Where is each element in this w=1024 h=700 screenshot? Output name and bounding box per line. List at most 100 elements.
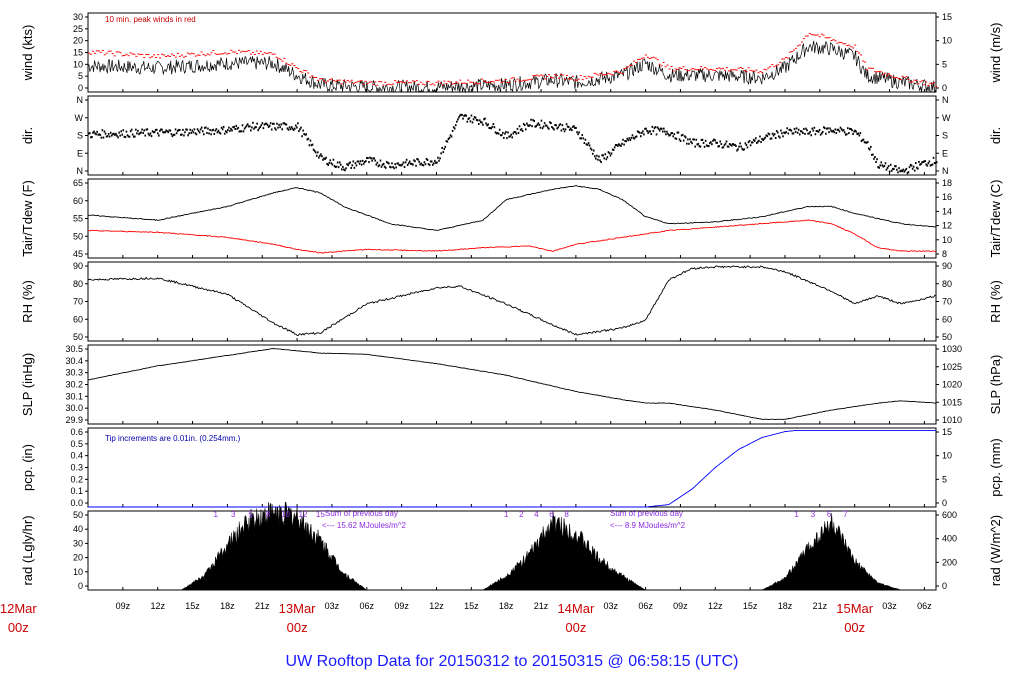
direction-point <box>205 126 207 129</box>
wind-peak-mark <box>163 54 166 56</box>
direction-point <box>539 126 542 129</box>
wind-peak-mark <box>824 37 827 39</box>
wind-peak-mark <box>696 69 699 71</box>
wind-peak-mark <box>743 70 746 72</box>
direction-point <box>904 169 907 172</box>
wind-peak-mark <box>806 35 809 37</box>
wind-peak-mark <box>328 79 331 81</box>
wind-peak-mark <box>834 40 837 42</box>
direction-point <box>128 135 131 138</box>
wind-peak-mark <box>862 60 865 62</box>
direction-point <box>724 142 727 145</box>
direction-point <box>403 165 406 168</box>
direction-point <box>394 163 396 166</box>
direction-point <box>142 131 144 134</box>
dir-ticklabel-left: W <box>75 113 84 123</box>
direction-point <box>296 126 298 129</box>
wind-peak-mark <box>216 53 219 55</box>
direction-point <box>757 140 759 143</box>
direction-point <box>465 114 468 117</box>
wind-peak-mark <box>401 81 404 83</box>
wind-peak-mark <box>281 60 284 62</box>
wind-peak-mark <box>425 81 428 83</box>
direction-point <box>668 134 670 137</box>
wind-peak-mark <box>512 77 515 79</box>
direction-point <box>243 127 246 130</box>
wind-peak-mark <box>544 78 547 80</box>
rad-ticklabel-left: 40 <box>73 524 83 534</box>
wind-peak-mark <box>99 51 102 53</box>
direction-point <box>870 145 872 148</box>
direction-point <box>419 163 422 166</box>
direction-point <box>280 123 282 126</box>
wind-ticklabel-left: 25 <box>73 24 83 34</box>
wind-peak-mark <box>202 54 205 56</box>
direction-point <box>522 123 525 126</box>
direction-point <box>464 114 466 117</box>
wind-peak-mark <box>326 80 329 82</box>
direction-point <box>295 124 297 127</box>
direction-point <box>700 138 703 141</box>
direction-point <box>876 158 878 161</box>
rh-panel-frame <box>87 261 937 342</box>
wind-peak-mark <box>368 81 371 83</box>
pcp-ylabel-left: pcp. (in) <box>20 444 35 491</box>
direction-point <box>658 129 661 132</box>
direction-point <box>749 144 752 147</box>
direction-point <box>562 128 565 131</box>
wind-peak-mark <box>103 54 106 56</box>
direction-point <box>730 144 733 147</box>
direction-point <box>139 132 141 135</box>
direction-point <box>918 160 920 163</box>
direction-point <box>776 131 779 134</box>
wind-peak-mark <box>907 78 910 80</box>
wind-peak-mark <box>759 71 762 73</box>
direction-point <box>329 159 332 162</box>
direction-point <box>855 130 857 133</box>
wind-peak-mark <box>609 73 612 75</box>
direction-point <box>227 129 229 132</box>
direction-point <box>744 142 747 145</box>
direction-point <box>482 123 484 126</box>
direction-point <box>166 130 169 133</box>
wind-peak-mark <box>206 53 209 55</box>
rh-ticklabel-right: 60 <box>942 314 952 324</box>
direction-point <box>231 129 233 132</box>
direction-point <box>285 123 288 126</box>
direction-point <box>795 127 798 130</box>
direction-point <box>716 141 718 144</box>
direction-point <box>107 132 110 135</box>
direction-point <box>343 168 345 171</box>
wind-peak-mark <box>198 54 201 56</box>
direction-point <box>885 168 888 171</box>
direction-point <box>228 126 230 129</box>
direction-point <box>456 120 458 123</box>
wind-peak-mark <box>107 50 110 52</box>
direction-point <box>325 156 327 159</box>
rad-sum1-title: Sum of previous day <box>325 509 398 518</box>
wind-peak-mark <box>249 53 252 55</box>
direction-point <box>462 117 464 120</box>
direction-point <box>661 130 664 133</box>
data-layer <box>87 32 938 591</box>
direction-point <box>304 133 307 136</box>
wind-peak-mark <box>648 57 651 59</box>
direction-point <box>412 163 414 166</box>
dir-ticklabel-right: N <box>942 166 949 176</box>
direction-point <box>364 161 366 164</box>
direction-point <box>820 132 823 135</box>
direction-point <box>298 130 300 133</box>
direction-point <box>520 128 523 131</box>
direction-point <box>177 128 180 131</box>
direction-point <box>487 123 489 126</box>
direction-point <box>654 126 657 129</box>
rh-ticklabel-left: 50 <box>73 332 83 342</box>
direction-point <box>116 134 118 137</box>
direction-point <box>664 130 666 133</box>
direction-point <box>463 114 465 117</box>
wind-peak-mark <box>866 69 869 71</box>
direction-point <box>719 140 722 143</box>
direction-point <box>779 136 781 139</box>
direction-point <box>135 128 137 131</box>
